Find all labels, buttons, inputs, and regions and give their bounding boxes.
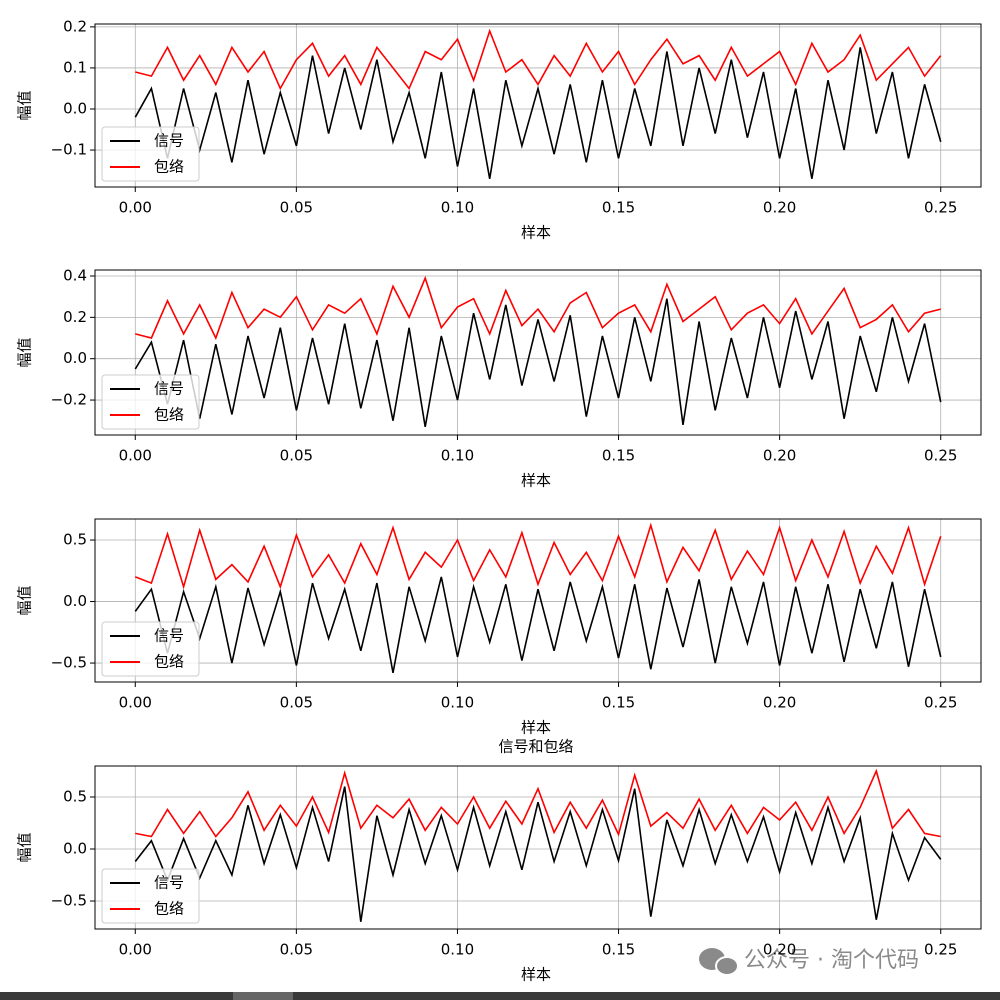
legend-label: 包络	[154, 653, 184, 671]
y-tick-label: −0.2	[51, 391, 87, 409]
legend-label: 信号	[154, 627, 184, 645]
legend-label: 包络	[154, 900, 184, 918]
x-tick-label: 0.15	[602, 199, 635, 217]
y-tick-label: 0.0	[63, 840, 87, 858]
plot-frame	[94, 23, 982, 188]
x-axis-label: 样本	[521, 224, 551, 242]
legend-box	[101, 126, 200, 182]
x-tick-label: 0.00	[119, 694, 152, 712]
x-tick-label: 0.15	[602, 941, 635, 959]
x-tick-label: 0.05	[280, 199, 313, 217]
y-tick-label: 0.5	[63, 531, 87, 549]
x-tick-label: 0.10	[441, 199, 474, 217]
x-tick-label: 0.15	[602, 447, 635, 465]
y-axis-label: 幅值	[16, 337, 34, 367]
series-line	[135, 768, 941, 838]
x-tick-label: 0.10	[441, 941, 474, 959]
y-tick-label: 0.5	[63, 787, 87, 805]
y-tick-label: −0.5	[51, 892, 87, 910]
y-tick-label: 0.2	[63, 308, 87, 326]
series-line	[134, 298, 942, 428]
y-tick-label: 0.0	[63, 99, 87, 117]
x-tick-label: 0.00	[119, 941, 152, 959]
legend-box	[101, 868, 200, 924]
y-axis-label: 幅值	[16, 585, 34, 615]
x-tick-label: 0.25	[924, 447, 957, 465]
chart-title: 信号和包络	[498, 738, 573, 756]
y-axis-label: 幅值	[16, 90, 34, 120]
series-line	[134, 47, 942, 179]
legend-label: 信号	[154, 874, 184, 892]
x-tick-label: 0.20	[763, 199, 796, 217]
watermark: 公众号 · 淘个代码	[744, 948, 919, 973]
series-line	[135, 522, 942, 590]
series-line	[134, 576, 942, 674]
y-axis-label: 幅值	[16, 832, 34, 862]
x-tick-label: 0.20	[763, 694, 796, 712]
y-tick-label: 0.0	[63, 349, 87, 367]
x-axis-label: 样本	[521, 472, 551, 490]
watermark-icon	[699, 948, 739, 976]
legend-label: 信号	[154, 380, 184, 398]
series-line	[135, 275, 941, 341]
x-tick-label: 0.25	[924, 941, 957, 959]
x-tick-label: 0.25	[924, 694, 957, 712]
legend-label: 包络	[154, 158, 184, 176]
x-axis-label: 样本	[521, 719, 551, 737]
series-line	[135, 28, 942, 91]
legend-label: 包络	[154, 406, 184, 424]
y-tick-label: 0.4	[63, 266, 87, 284]
series-line	[134, 786, 942, 922]
x-tick-label: 0.00	[119, 199, 152, 217]
x-tick-label: 0.20	[763, 447, 796, 465]
x-tick-label: 0.20	[763, 941, 796, 959]
legend-box	[101, 374, 200, 430]
x-tick-label: 0.00	[119, 447, 152, 465]
x-tick-label: 0.10	[441, 694, 474, 712]
x-tick-label: 0.15	[602, 694, 635, 712]
legend-box	[101, 621, 200, 677]
y-tick-label: 0.0	[63, 592, 87, 610]
bottom-bar	[0, 992, 1000, 1000]
x-tick-label: 0.10	[441, 447, 474, 465]
plot-frame	[94, 269, 982, 436]
x-axis-label: 样本	[521, 966, 551, 984]
x-tick-label: 0.25	[924, 199, 957, 217]
legend-label: 信号	[154, 132, 184, 150]
x-tick-label: 0.05	[280, 447, 313, 465]
y-tick-label: 0.2	[63, 17, 87, 35]
y-tick-label: −0.5	[51, 654, 87, 672]
x-tick-label: 0.05	[280, 941, 313, 959]
plot-frame	[94, 765, 982, 930]
y-tick-label: 0.1	[63, 58, 87, 76]
x-tick-label: 0.05	[280, 694, 313, 712]
y-tick-label: −0.1	[51, 141, 87, 159]
plot-frame	[94, 518, 982, 683]
bottom-bar-thumb	[233, 992, 293, 1000]
